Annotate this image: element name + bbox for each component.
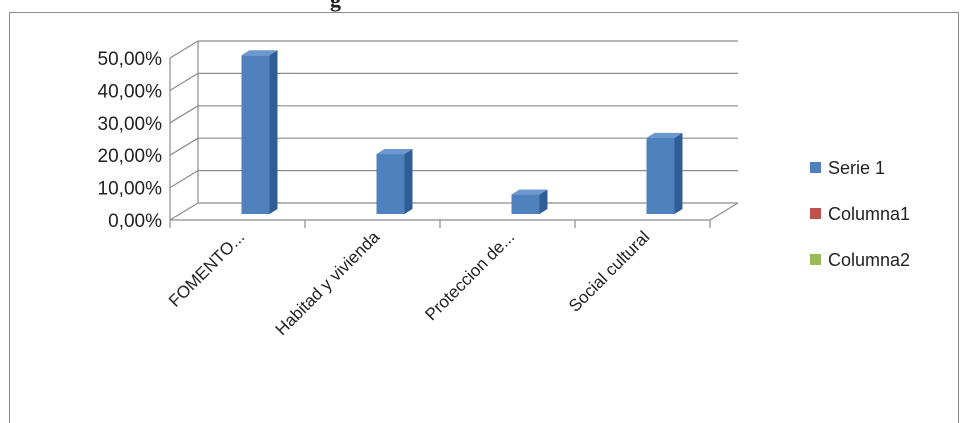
gridline-side — [169, 40, 199, 59]
legend-swatch — [810, 254, 821, 265]
y-tick-label: 30,00% — [98, 114, 163, 135]
x-category-label: Proteccion de... — [421, 227, 518, 324]
y-tick-label: 50,00% — [98, 49, 163, 70]
legend-label: Columna2 — [828, 250, 910, 270]
legend-label: Columna1 — [828, 204, 910, 224]
x-category-label: Habitad y vivienda — [272, 227, 384, 339]
bar-front — [646, 137, 675, 214]
legend-swatch — [810, 208, 821, 219]
bar-top — [241, 50, 278, 56]
gridline-side — [169, 105, 199, 124]
bar-top — [646, 132, 683, 138]
gridline-side — [169, 137, 199, 156]
bar-side — [674, 132, 683, 214]
bar-top — [376, 149, 413, 155]
gridline-side — [169, 202, 199, 221]
bar-top — [511, 189, 548, 195]
chart-frame: g — [9, 0, 959, 423]
gridline-side — [169, 72, 199, 91]
bar-side — [539, 189, 548, 214]
bar-front — [376, 154, 405, 214]
gridline-side — [169, 170, 199, 189]
cropped-heading-fragment: g — [330, 0, 341, 12]
legend-label: Serie 1 — [828, 158, 885, 178]
bar-side — [269, 50, 278, 214]
bar-front — [241, 55, 270, 214]
bar-front — [511, 194, 540, 214]
x-category-label: Social cultural — [565, 227, 653, 315]
bar-side — [404, 149, 413, 214]
y-tick-label: 20,00% — [98, 146, 163, 167]
y-tick-label: 40,00% — [98, 81, 163, 102]
y-tick-label: 0,00% — [108, 211, 162, 232]
legend-swatch — [810, 162, 821, 173]
y-tick-label: 10,00% — [98, 179, 163, 200]
x-category-label: FOMENTO... — [165, 227, 248, 310]
